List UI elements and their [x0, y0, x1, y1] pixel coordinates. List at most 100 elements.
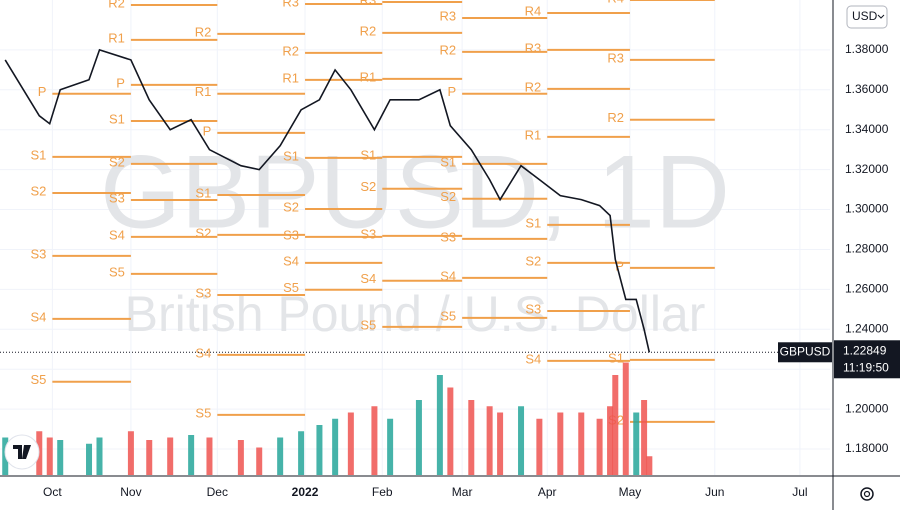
pivot-label: P [615, 258, 624, 273]
volume-bar [536, 418, 543, 475]
pivot-label: S2 [30, 183, 46, 198]
volume-bar [316, 425, 323, 475]
pivot-label: S2 [440, 189, 456, 204]
pivot-label: S4 [195, 345, 211, 360]
volume-bar [497, 412, 504, 475]
volume-bar [332, 418, 339, 475]
pivot-label: P [447, 84, 456, 99]
volume-bar [578, 412, 585, 475]
pivot-label: S1 [195, 185, 211, 200]
pivot-label: S1 [440, 154, 456, 169]
pivot-label: R2 [440, 42, 457, 57]
volume-bar [256, 447, 263, 475]
price-tick-label: 1.26000 [845, 282, 889, 296]
pivot-label: P [38, 84, 47, 99]
pivot-label: S5 [283, 280, 299, 295]
pivot-label: R1 [195, 84, 212, 99]
currency-button[interactable] [846, 5, 888, 29]
pivot-label: R1 [525, 127, 542, 142]
price-tick-label: 1.30000 [845, 202, 889, 216]
price-tag: 1.22849 [843, 343, 887, 357]
pivot-label: S2 [360, 179, 376, 194]
price-line [4, 48, 651, 353]
price-tick-label: 1.34000 [845, 122, 889, 136]
symbol-tag: GBPUSD [780, 344, 831, 358]
volume-bar [86, 443, 93, 475]
pivot-label: S3 [30, 246, 46, 261]
time-tick-label: Jun [705, 485, 724, 499]
volume-bar [57, 440, 64, 475]
pivot-label: S3 [440, 229, 456, 244]
pivot-label: S3 [195, 285, 211, 300]
volume-bar [607, 406, 614, 475]
gear-ring [860, 487, 874, 501]
pivot-label: S4 [30, 309, 46, 324]
pivot-label: S5 [440, 308, 456, 323]
pivot-label: R1 [282, 70, 299, 85]
volume-bar [633, 412, 640, 475]
plot-area: P S1 S2 S3 S4 S5 R2 R1 P S1 S2 S3 S4 S5 R2 R1 P S1 S2 S3 S4 S… [0, 0, 830, 475]
time-tick-label: Oct [43, 485, 62, 499]
watermark-symbol: GBPUSD, 1D [100, 134, 730, 250]
volume-bar [468, 400, 475, 475]
volume-bar [298, 431, 305, 475]
volume-bar [518, 406, 525, 475]
time-tick-label: May [619, 485, 642, 499]
pivot-label: R2 [195, 24, 212, 39]
pivot-label: S3 [283, 227, 299, 242]
symbol-tag-bg [778, 342, 832, 363]
pivot-label: S1 [283, 148, 299, 163]
pivot-label: S2 [525, 253, 541, 268]
pivot-label: R2 [108, 0, 125, 10]
volume-bar [347, 412, 354, 475]
price-tick-label: 1.38000 [845, 42, 889, 56]
volume-bar [127, 431, 134, 475]
pivot-label: R3 [607, 50, 624, 65]
pivot-label: S2 [195, 225, 211, 240]
volume-bar [612, 375, 619, 475]
pivot-label: P [116, 75, 125, 90]
pivot-label: S3 [525, 301, 541, 316]
pivot-label: R3 [360, 0, 377, 7]
pivot-label: S5 [109, 264, 125, 279]
pivot-label: S3 [360, 226, 376, 241]
pivot-label: P [203, 123, 212, 138]
time-tick-label: Apr [538, 485, 557, 499]
pivot-label: R2 [360, 23, 377, 38]
volume-bar [206, 437, 213, 475]
pivot-label: S5 [360, 317, 376, 332]
pivot-label: S1 [109, 111, 125, 126]
volume-bar [486, 406, 493, 475]
volume-bar [596, 418, 603, 475]
price-tick-label: 1.28000 [845, 242, 889, 256]
price-tag-bg [834, 340, 900, 379]
volume-bar [646, 456, 653, 475]
tv-logo[interactable] [4, 434, 40, 470]
pivot-label: S1 [30, 147, 46, 162]
volume-bar [371, 406, 378, 475]
pivot-label: R1 [108, 30, 125, 45]
settings-icon[interactable] [860, 487, 874, 501]
pivot-label: R4 [607, 0, 624, 5]
time-tick-label: Dec [207, 485, 228, 499]
pivot-label: R3 [282, 0, 299, 9]
pivot-label: S5 [195, 405, 211, 420]
pivot-label: R4 [525, 3, 542, 18]
pivot-label: S4 [440, 268, 456, 283]
volume-bar [641, 400, 648, 475]
pivot-label: S4 [525, 351, 541, 366]
currency-chevron [877, 14, 885, 19]
volume-bar [188, 435, 195, 475]
pivot-label: S4 [283, 253, 299, 268]
pivot-label: R2 [607, 110, 624, 125]
pivot-label: S2 [283, 199, 299, 214]
pivot-label: S4 [360, 271, 376, 286]
time-tick-label: Mar [452, 485, 473, 499]
pivot-label: R1 [360, 69, 377, 84]
volume-bar [622, 362, 629, 475]
logo-mark [13, 445, 31, 459]
pivot-label: S1 [608, 350, 624, 365]
currency-label[interactable]: USD [852, 9, 878, 23]
countdown: 11:19:50 [843, 360, 889, 374]
gear-hub [863, 490, 871, 498]
